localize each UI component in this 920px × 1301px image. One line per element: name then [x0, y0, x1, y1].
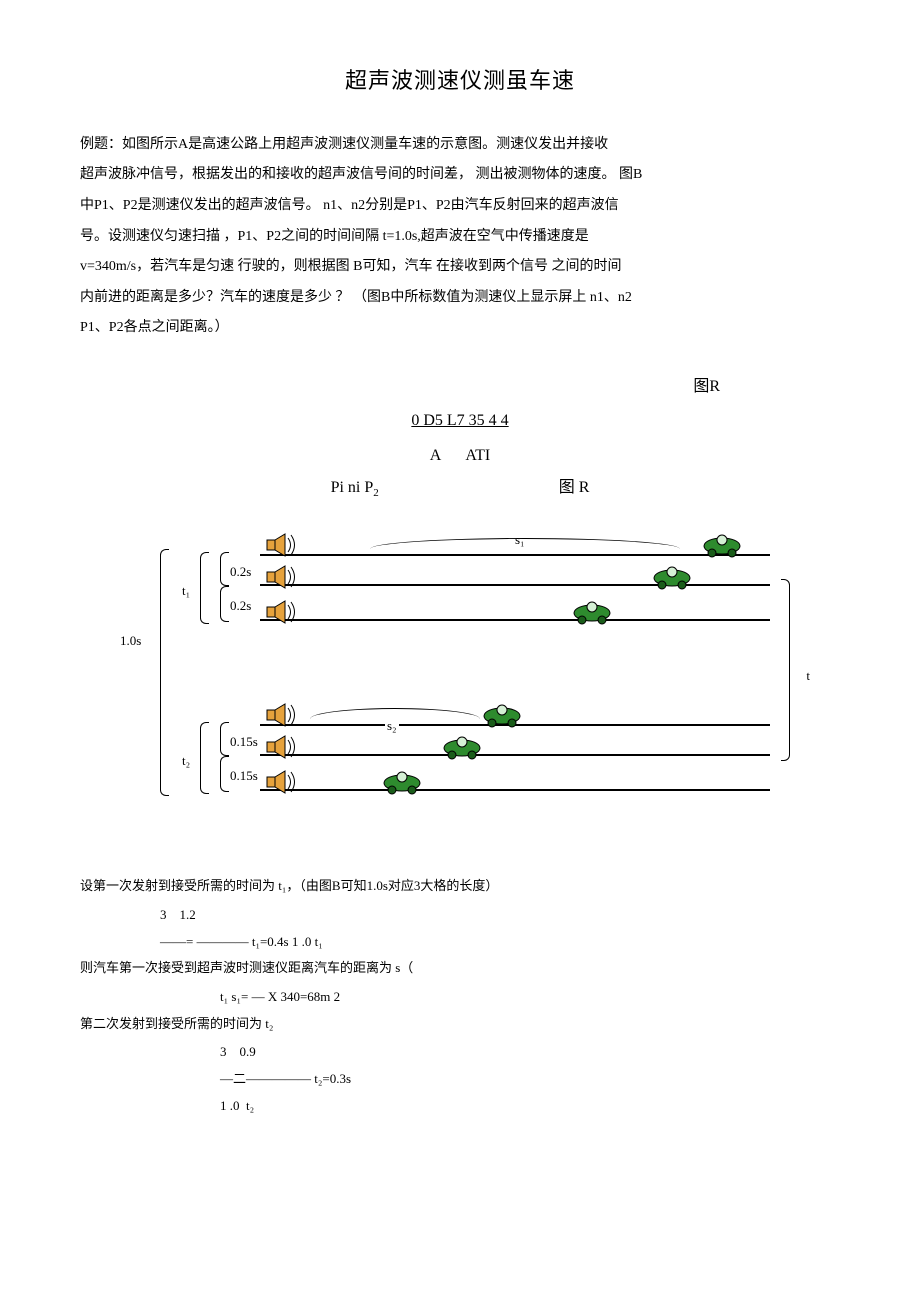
timing-diagram: s₁ s₂ 1.0s t₁ 0.2s 0.2s t₂ 0.15s 0.15s t: [110, 524, 810, 854]
inner-0.15s-1: 0.15s: [230, 730, 258, 755]
car-icon: [440, 734, 484, 760]
calc-frac2a: 3 0.9: [80, 1040, 840, 1065]
calc-line3: t₁ s₁= — X 340=68m 2: [80, 985, 840, 1010]
intro-p4: 号。设测速仪匀速扫描 ，P1、P2之间的时间间隔 t=1.0s,超声波在空气中传…: [80, 224, 840, 251]
car-icon: [480, 702, 524, 728]
calc-frac1a: 3 1.2: [80, 903, 840, 928]
speaker-icon: [265, 734, 299, 760]
page-title: 超声波测速仪测虽车速: [80, 60, 840, 102]
calc-line4: 第二次发射到接受所需的时间为 t₂: [80, 1012, 840, 1037]
speaker-icon: [265, 564, 299, 590]
intro-p2: 超声波脉冲信号，根据发出的和接收的超声波信号间的时间差， 测出被测物体的速度。 …: [80, 162, 840, 189]
calculation-block: 设第一次发射到接受所需的时间为 t₁，（由图B可知1.0s对应3大格的长度） 3…: [80, 874, 840, 1118]
car-icon: [650, 564, 694, 590]
big-brace-label: 1.0s: [120, 629, 141, 654]
figure-b-row1: 0 D5 L7 35 4 4: [80, 406, 840, 436]
inner-0.2s-1: 0.2s: [230, 560, 251, 585]
inner-0.2s-2: 0.2s: [230, 594, 251, 619]
figure-b-row3: Pi ni P2 图 R: [80, 473, 840, 504]
calc-frac2b: —二————— t₂=0.3s: [80, 1067, 840, 1092]
intro-p6: 内前进的距离是多少？汽车的速度是多少 ？ （图B中所标数值为测速仪上显示屏上 n…: [80, 285, 840, 312]
inner-0.15s-2: 0.15s: [230, 764, 258, 789]
car-icon: [700, 532, 744, 558]
car-icon: [570, 599, 614, 625]
speaker-icon: [265, 702, 299, 728]
t2-label: t₂: [182, 749, 190, 774]
figure-b-row2: A ATI: [80, 441, 840, 471]
calc-line2: 则汽车第一次接受到超声波时测速仪距离汽车的距离为 s（: [80, 956, 840, 981]
speaker-icon: [265, 599, 299, 625]
calc-frac1b: ——= ———— t₁=0.4s 1 .0 t₁: [80, 930, 840, 955]
intro-p3: 中P1、P2是测速仪发出的超声波信号。 n1、n2分别是P1、P2由汽车反射回来…: [80, 193, 840, 220]
intro-p1: 例题：如图所示A是高速公路上用超声波测速仪测量车速的示意图。测速仪发出并接收: [80, 132, 840, 159]
s2-label: s₂: [385, 714, 399, 739]
t-right-label: t: [806, 664, 810, 689]
figure-b-label-1: 图R: [80, 372, 840, 402]
t1-label: t₁: [182, 579, 190, 604]
calc-frac2c: 1 .0 t₂: [80, 1094, 840, 1119]
calc-line1: 设第一次发射到接受所需的时间为 t₁，（由图B可知1.0s对应3大格的长度）: [80, 874, 840, 899]
car-icon: [380, 769, 424, 795]
intro-p7: P1、P2各点之间距离。）: [80, 315, 840, 342]
s1-label: s₁: [515, 528, 525, 553]
intro-p5: v=340m/s，若汽车是匀速 行驶的，则根据图 B可知，汽车 在接收到两个信号…: [80, 254, 840, 281]
speaker-icon: [265, 532, 299, 558]
speaker-icon: [265, 769, 299, 795]
